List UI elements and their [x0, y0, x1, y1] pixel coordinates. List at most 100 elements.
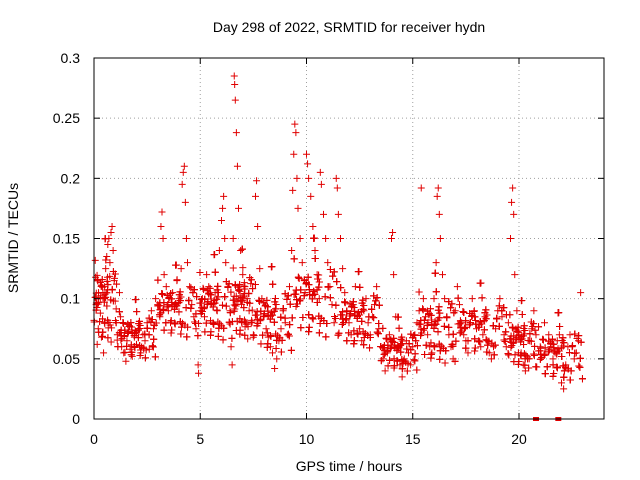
data-point [354, 309, 362, 317]
data-point [290, 150, 298, 158]
data-point [286, 321, 294, 329]
data-point [565, 349, 573, 357]
data-point [556, 323, 564, 331]
data-point [411, 350, 419, 358]
data-point [403, 367, 411, 375]
data-point [538, 354, 546, 362]
data-point [398, 365, 406, 373]
data-point [294, 273, 302, 281]
data-point [457, 324, 465, 332]
data-point [177, 265, 185, 273]
data-point [119, 319, 127, 327]
data-point [305, 174, 313, 182]
data-point [559, 362, 567, 370]
data-point [531, 342, 539, 350]
data-point [287, 346, 295, 354]
data-point [375, 319, 383, 327]
data-point [358, 317, 366, 325]
data-point [124, 320, 132, 328]
data-point [114, 343, 122, 351]
data-point [433, 192, 441, 200]
data-point [512, 325, 520, 333]
data-point [339, 265, 347, 273]
data-point [99, 315, 107, 323]
data-point [97, 282, 105, 290]
data-point [508, 198, 516, 206]
data-point [228, 334, 236, 342]
data-point [431, 343, 439, 351]
data-point [520, 322, 528, 330]
data-point [104, 316, 112, 324]
data-point [541, 370, 549, 378]
data-point [462, 344, 470, 352]
data-point [230, 72, 238, 80]
data-point [176, 297, 184, 305]
data-point [237, 247, 245, 255]
y-tick-label: 0.2 [61, 170, 81, 186]
data-point [383, 335, 391, 343]
data-point [387, 343, 395, 351]
data-point [558, 353, 566, 361]
data-point [464, 349, 472, 357]
data-point [210, 251, 218, 259]
data-point [219, 204, 227, 212]
data-point [109, 297, 117, 305]
data-point [379, 324, 387, 332]
data-point [135, 320, 143, 328]
data-point [260, 312, 268, 320]
data-point [157, 222, 165, 230]
data-point [577, 338, 585, 346]
data-point [296, 295, 304, 303]
data-point [145, 345, 153, 353]
data-point [141, 354, 149, 362]
data-point [288, 247, 296, 255]
data-point [134, 326, 142, 334]
data-point [323, 319, 331, 327]
data-point [241, 285, 249, 293]
data-point [188, 301, 196, 309]
data-point [100, 298, 108, 306]
data-point [201, 313, 208, 321]
data-point [315, 283, 323, 291]
data-point [262, 325, 270, 333]
data-point [176, 318, 184, 326]
data-point [94, 300, 102, 308]
data-point [370, 292, 378, 300]
data-point [515, 357, 523, 365]
data-point [390, 355, 398, 363]
data-point [239, 271, 247, 279]
data-point [334, 210, 342, 218]
data-point [91, 256, 99, 264]
data-point [279, 305, 287, 313]
data-point [211, 268, 219, 276]
data-point [304, 160, 312, 168]
data-point [388, 337, 396, 345]
data-point [354, 268, 362, 276]
data-point [506, 335, 514, 343]
data-point [489, 322, 497, 330]
data-point [266, 315, 274, 323]
data-point [322, 333, 330, 341]
data-point [422, 341, 430, 349]
data-point [329, 272, 337, 280]
data-point [560, 385, 568, 393]
data-point [464, 337, 472, 345]
data-point [458, 319, 466, 327]
data-point [443, 314, 451, 322]
data-point [484, 341, 492, 349]
data-point [506, 311, 514, 319]
data-point [109, 247, 117, 255]
data-point [214, 318, 222, 326]
data-point [396, 361, 404, 369]
data-point [500, 336, 508, 344]
data-point [244, 335, 252, 343]
data-point [368, 305, 376, 313]
data-point [341, 289, 349, 297]
data-point [171, 320, 179, 328]
data-point [232, 292, 240, 300]
data-point [181, 198, 189, 206]
data-point [525, 355, 533, 363]
data-point [221, 235, 229, 242]
data-point [462, 317, 470, 325]
data-point [253, 322, 261, 330]
